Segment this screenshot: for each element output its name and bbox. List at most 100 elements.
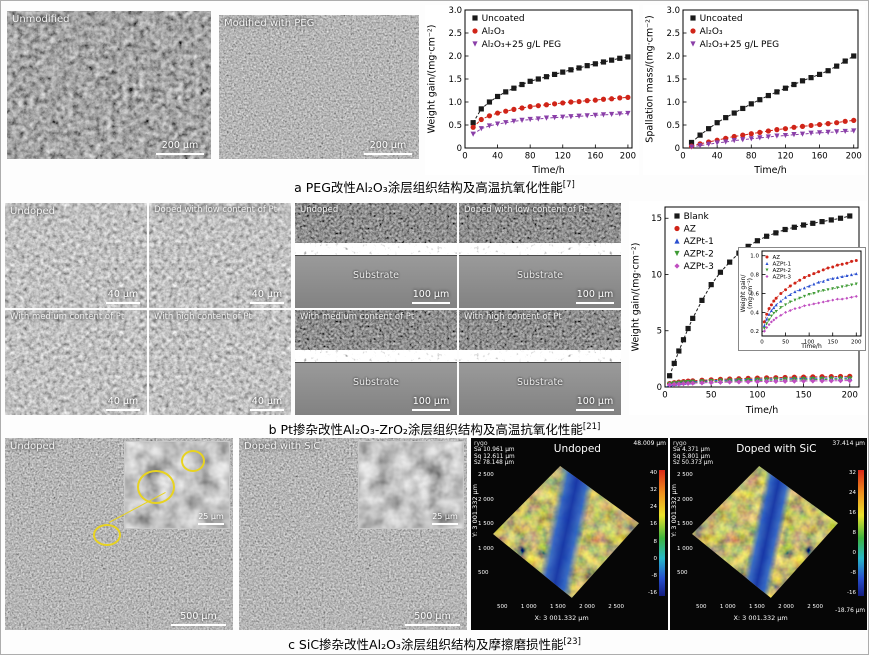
svg-text:0.5: 0.5	[448, 121, 462, 131]
tick: -8	[850, 570, 856, 576]
tick: 1 000	[677, 545, 693, 552]
caption-a-ref: [7]	[562, 179, 575, 190]
annotation-ellipse	[137, 470, 175, 504]
svg-text:AZPt-1: AZPt-1	[684, 237, 714, 247]
svg-text:50: 50	[782, 340, 789, 346]
tick: 2 000	[579, 604, 595, 610]
tick: 8	[653, 538, 658, 545]
tick: 40	[650, 470, 657, 476]
svg-text:200: 200	[846, 152, 862, 162]
sem-texture	[149, 310, 291, 415]
caption-b-text: b Pt掺杂改性Al₂O₃-ZrO₂涂层组织结构及高温抗氧化性能	[268, 422, 583, 437]
tick: 500	[696, 604, 707, 610]
coating-band	[459, 349, 621, 363]
sem-a-unmodified: Unmodified 200 μm	[7, 11, 211, 159]
roughness-stats: Sa 10.961 μm Sq 12.611 μm Sz 78.148 μm	[474, 447, 515, 467]
svg-text:5: 5	[657, 327, 662, 337]
spallation-chart-a: 0 40 80 120 160 200 0 0.5 1.0 1.5 2.0 2.5 3.0 Time/h S…	[643, 5, 865, 175]
scale-bar: 25 μm	[198, 512, 224, 525]
scale-bar: 100 μm	[576, 289, 614, 304]
svg-text:Time/h: Time/h	[745, 405, 778, 415]
instrument-logo: rygo	[673, 440, 687, 447]
y-axis-label: Y: 3 001.332 μm	[471, 484, 479, 537]
coating-band	[295, 349, 457, 363]
scale-text: 200 μm	[161, 140, 199, 151]
caption-b: b Pt掺杂改性Al₂O₃-ZrO₂涂层组织结构及高温抗氧化性能[21]	[1, 419, 868, 438]
svg-text:Time/h: Time/h	[800, 343, 822, 350]
tick: 1 500	[749, 604, 765, 610]
scale-text: 100 μm	[576, 289, 614, 300]
tick: 24	[849, 490, 856, 496]
sem-b-high-pt: With high content of Pt 40 μm	[149, 310, 291, 415]
substrate-layer	[459, 255, 621, 308]
svg-text:Blank: Blank	[684, 212, 710, 222]
height-colorbar	[659, 470, 665, 596]
tick: 32	[650, 487, 657, 494]
svg-text:0.6: 0.6	[750, 291, 759, 297]
surface-height-map	[493, 466, 639, 598]
micrograph-label: With high content of Pt	[154, 312, 252, 322]
svg-text:Al₂O₃: Al₂O₃	[700, 27, 723, 37]
svg-text:40: 40	[492, 152, 503, 162]
coating-band	[295, 242, 457, 256]
profile-title: Undoped	[553, 443, 601, 455]
scale-bar: 40 μm	[250, 289, 284, 304]
scale-line	[412, 302, 450, 304]
svg-text:120: 120	[777, 152, 793, 162]
coating-band	[459, 242, 621, 256]
micrograph-label: Modified with PEG	[224, 18, 315, 29]
scale-line	[412, 409, 450, 411]
svg-text:1.0: 1.0	[666, 98, 680, 108]
tick: 2 500	[478, 472, 494, 478]
coating-layer	[459, 310, 621, 352]
scale-text: 500 μm	[180, 611, 217, 622]
scale-line	[106, 409, 140, 411]
svg-text:200: 200	[620, 152, 636, 162]
scale-bar: 200 μm	[156, 140, 204, 155]
scale-line	[171, 624, 226, 626]
sem-b-medium-pt: With medium content of Pt 40 μm	[5, 310, 147, 415]
tick: -16	[847, 590, 856, 596]
height-max-label: 48.009 μm	[633, 440, 666, 447]
caption-a-text: a PEG改性Al₂O₃涂层组织结构及高温抗氧化性能	[294, 180, 563, 195]
substrate-label: Substrate	[352, 377, 400, 389]
scale-bar: 100 μm	[576, 396, 614, 411]
xsec-b-undoped: Undoped Substrate 100 μm	[295, 203, 457, 308]
svg-text:150: 150	[827, 340, 838, 346]
y-axis-label: Y: 3 001.332 μm	[670, 484, 678, 537]
tick: 32	[849, 470, 856, 476]
tick: 16	[650, 521, 657, 528]
micrograph-label: With medium content of Pt	[10, 312, 125, 322]
svg-text:0: 0	[457, 144, 462, 154]
coating-layer	[295, 310, 457, 352]
svg-text:0: 0	[680, 152, 685, 162]
svg-text:160: 160	[587, 152, 603, 162]
micrograph-label: Doped with low content of Pt	[464, 205, 588, 215]
scale-text: 100 μm	[412, 289, 450, 300]
inset-texture	[359, 442, 463, 528]
svg-text:0: 0	[662, 391, 667, 401]
tick: 1 000	[520, 604, 537, 610]
svg-text:1.5: 1.5	[448, 75, 462, 85]
scale-line	[576, 409, 614, 411]
svg-text:Weight gain/(mg·cm⁻²): Weight gain/(mg·cm⁻²)	[427, 25, 438, 134]
tick: 0	[653, 555, 658, 562]
sz-value: Sz 78.148 μm	[474, 460, 515, 466]
sem-inset: 25 μm	[124, 441, 230, 529]
sem-texture	[219, 15, 419, 159]
scale-bar: 500 μm	[405, 611, 460, 626]
micrograph-label: Undoped	[10, 206, 55, 217]
svg-text:2.0: 2.0	[448, 52, 462, 62]
profile-title: Doped with SiC	[736, 443, 817, 455]
scale-bar: 40 μm	[250, 396, 284, 411]
substrate-layer	[459, 362, 621, 415]
micrograph-label: Undoped	[300, 205, 339, 215]
profilometry-sic: rygo Sa 4.371 μm Sq 5.801 μm Sz 50.373 μ…	[670, 438, 867, 630]
substrate-label: Substrate	[516, 377, 564, 389]
micrograph-label: Doped with low content of Pt	[154, 205, 278, 215]
x-axis-ticks: 500 1 000 1 500 2 000 2 500	[497, 604, 624, 610]
svg-text:200: 200	[842, 391, 858, 401]
svg-text:Spallation mass/(mg·cm⁻²): Spallation mass/(mg·cm⁻²)	[645, 15, 656, 142]
sem-texture	[7, 11, 211, 159]
